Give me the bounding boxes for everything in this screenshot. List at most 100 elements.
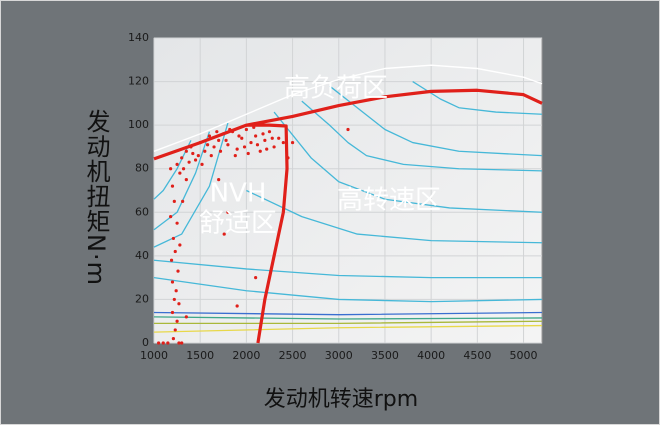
scatter-point	[180, 341, 184, 345]
x-tick-label: 2500	[279, 349, 307, 362]
scatter-point	[290, 140, 295, 145]
scatter-point	[175, 162, 179, 166]
scatter-point	[233, 154, 237, 158]
scatter-point	[181, 199, 185, 203]
scatter-point	[346, 127, 350, 132]
scatter-point	[177, 341, 181, 345]
x-tick-label: 3000	[325, 349, 353, 362]
y-tick-label: 120	[128, 75, 149, 88]
scatter-point	[196, 154, 200, 158]
scatter-point	[265, 147, 269, 151]
scatter-point	[207, 134, 212, 138]
scatter-point	[184, 178, 188, 182]
scatter-point	[171, 236, 175, 241]
y-tick-label: 140	[128, 31, 149, 44]
scatter-point	[217, 178, 221, 182]
scatter-point	[174, 289, 178, 293]
scatter-point	[169, 215, 173, 219]
x-axis-label: 发动机转速rpm	[263, 387, 419, 412]
scatter-point	[170, 184, 175, 188]
scatter-point	[175, 221, 179, 225]
scatter-point	[254, 276, 258, 280]
x-tick-label: 1000	[140, 349, 168, 362]
scatter-point	[272, 145, 276, 149]
annotation: 高转速区	[337, 186, 441, 216]
scatter-point	[281, 140, 285, 145]
scatter-point	[175, 319, 179, 323]
scatter-point	[173, 249, 177, 254]
y-tick-label: 20	[135, 292, 149, 305]
scatter-point	[170, 280, 175, 284]
contour-line	[153, 140, 192, 200]
scatter-point	[193, 158, 198, 162]
scatter-point	[215, 130, 219, 134]
scatter-point	[261, 132, 265, 136]
scatter-point	[246, 151, 250, 156]
scatter-point	[212, 145, 216, 149]
scatter-point	[191, 151, 195, 156]
scatter-point	[277, 136, 281, 140]
scatter-point	[242, 145, 247, 149]
scatter-point	[181, 167, 186, 171]
scatter-point	[178, 171, 182, 175]
boundary-line	[153, 88, 543, 161]
scatter-point	[173, 328, 177, 332]
y-tick-label: 40	[135, 249, 149, 262]
scatter-point	[258, 149, 262, 153]
scatter-point	[209, 154, 213, 158]
scatter-point	[263, 138, 267, 142]
scatter-point	[270, 136, 274, 140]
scatter-point	[224, 138, 228, 142]
scatter-point	[176, 269, 180, 273]
scatter-point	[267, 130, 272, 134]
contour-line	[153, 276, 543, 303]
y-tick-label: 80	[135, 162, 149, 175]
annotation: 舒适区	[199, 209, 277, 239]
scatter-point	[226, 210, 230, 214]
scatter-point	[218, 149, 223, 153]
scatter-point	[217, 138, 221, 142]
annotation: NVH	[210, 179, 267, 209]
x-tick-label: 5000	[510, 349, 538, 362]
scatter-point	[172, 297, 176, 302]
x-tick-label: 3500	[371, 349, 399, 362]
contour-line	[301, 100, 543, 172]
contour-line	[153, 324, 543, 333]
x-tick-label: 4500	[463, 349, 491, 362]
contour-line	[412, 81, 543, 115]
contour-line	[153, 316, 543, 320]
scatter-point	[170, 310, 175, 315]
scatter-point	[161, 341, 165, 345]
scatter-point	[249, 140, 253, 145]
x-tick-label: 4000	[417, 349, 445, 362]
scatter-point	[169, 167, 173, 171]
contour-line	[273, 111, 543, 213]
scatter-point	[172, 199, 176, 203]
scatter-point	[184, 149, 188, 153]
contour-line	[153, 131, 211, 231]
contour-line	[153, 122, 229, 248]
contour-line	[153, 311, 543, 316]
contour-line	[153, 259, 542, 279]
scatter-point	[235, 147, 239, 151]
y-tick-label: 100	[128, 118, 149, 131]
scatter-point	[200, 162, 204, 166]
y-tick-label: 60	[135, 205, 149, 218]
scatter-point	[240, 136, 244, 140]
scatter-point	[235, 304, 239, 308]
scatter-point	[166, 341, 170, 345]
scatter-point	[226, 143, 230, 147]
scatter-point	[178, 243, 182, 247]
boundary-line	[246, 123, 289, 344]
scatter-point	[205, 143, 210, 147]
y-axis-label: 发动机扭矩N·m	[82, 109, 110, 286]
scatter-point	[203, 149, 207, 153]
x-tick-label: 1500	[186, 349, 214, 362]
scatter-point	[255, 143, 260, 147]
scatter-point	[184, 315, 188, 319]
scatter-point	[244, 127, 248, 132]
scatter-point	[171, 337, 175, 341]
scatter-point	[254, 134, 258, 138]
annotation: 高负荷区	[284, 74, 388, 104]
